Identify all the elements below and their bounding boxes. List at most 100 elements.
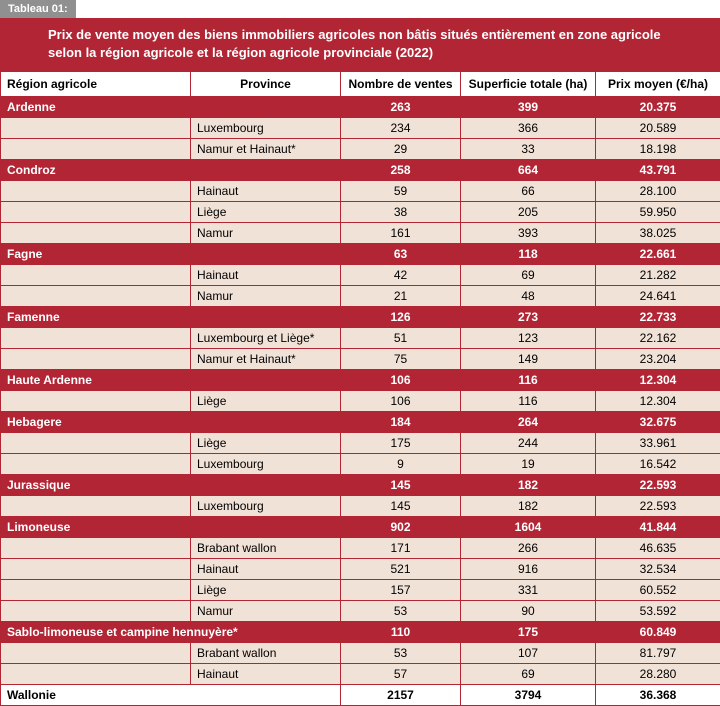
sub-province: Hainaut bbox=[191, 265, 341, 286]
sub-ventes: 53 bbox=[341, 643, 461, 664]
sub-row: Namur et Hainaut*7514923.204 bbox=[1, 349, 720, 370]
col-region: Région agricole bbox=[1, 72, 191, 97]
sub-row: Luxembourg et Liège*5112322.162 bbox=[1, 328, 720, 349]
sub-region-empty bbox=[1, 223, 191, 244]
sub-superficie: 69 bbox=[461, 664, 596, 685]
sub-superficie: 116 bbox=[461, 391, 596, 412]
region-name: Limoneuse bbox=[1, 517, 191, 538]
sub-province: Hainaut bbox=[191, 559, 341, 580]
table-container: Tableau 01: Prix de vente moyen des bien… bbox=[0, 0, 720, 706]
sub-row: Luxembourg14518222.593 bbox=[1, 496, 720, 517]
sub-prix: 22.162 bbox=[596, 328, 720, 349]
total-ventes: 2157 bbox=[341, 685, 461, 706]
header-row: Région agricole Province Nombre de vente… bbox=[1, 72, 720, 97]
sub-prix: 60.552 bbox=[596, 580, 720, 601]
sub-ventes: 521 bbox=[341, 559, 461, 580]
sub-prix: 53.592 bbox=[596, 601, 720, 622]
sub-row: Hainaut52191632.534 bbox=[1, 559, 720, 580]
sub-row: Hainaut596628.100 bbox=[1, 181, 720, 202]
sub-row: Liège3820559.950 bbox=[1, 202, 720, 223]
sub-province: Liège bbox=[191, 433, 341, 454]
sub-superficie: 205 bbox=[461, 202, 596, 223]
sub-province: Luxembourg bbox=[191, 454, 341, 475]
sub-region-empty bbox=[1, 286, 191, 307]
region-ventes: 63 bbox=[341, 244, 461, 265]
sub-region-empty bbox=[1, 202, 191, 223]
sub-superficie: 69 bbox=[461, 265, 596, 286]
sub-row: Brabant wallon17126646.635 bbox=[1, 538, 720, 559]
sub-prix: 28.100 bbox=[596, 181, 720, 202]
sub-superficie: 149 bbox=[461, 349, 596, 370]
sub-ventes: 38 bbox=[341, 202, 461, 223]
col-ventes: Nombre de ventes bbox=[341, 72, 461, 97]
sub-ventes: 59 bbox=[341, 181, 461, 202]
sub-prix: 46.635 bbox=[596, 538, 720, 559]
sub-ventes: 21 bbox=[341, 286, 461, 307]
sub-province: Namur bbox=[191, 286, 341, 307]
sub-prix: 22.593 bbox=[596, 496, 720, 517]
region-name: Ardenne bbox=[1, 97, 191, 118]
sub-prix: 18.198 bbox=[596, 139, 720, 160]
sub-row: Namur214824.641 bbox=[1, 286, 720, 307]
sub-row: Hainaut576928.280 bbox=[1, 664, 720, 685]
region-row: Hebagere18426432.675 bbox=[1, 412, 720, 433]
region-ventes: 258 bbox=[341, 160, 461, 181]
total-name: Wallonie bbox=[1, 685, 341, 706]
region-province-empty bbox=[191, 517, 341, 538]
sub-region-empty bbox=[1, 265, 191, 286]
sub-superficie: 366 bbox=[461, 118, 596, 139]
sub-row: Namur et Hainaut*293318.198 bbox=[1, 139, 720, 160]
sub-region-empty bbox=[1, 559, 191, 580]
region-ventes: 106 bbox=[341, 370, 461, 391]
sub-province: Luxembourg bbox=[191, 496, 341, 517]
sub-ventes: 9 bbox=[341, 454, 461, 475]
sub-superficie: 182 bbox=[461, 496, 596, 517]
region-prix: 22.593 bbox=[596, 475, 720, 496]
region-row: Sablo-limoneuse et campine hennuyère*110… bbox=[1, 622, 720, 643]
sub-superficie: 331 bbox=[461, 580, 596, 601]
sub-superficie: 393 bbox=[461, 223, 596, 244]
sub-prix: 33.961 bbox=[596, 433, 720, 454]
sub-prix: 59.950 bbox=[596, 202, 720, 223]
sub-region-empty bbox=[1, 328, 191, 349]
sub-ventes: 161 bbox=[341, 223, 461, 244]
sub-superficie: 66 bbox=[461, 181, 596, 202]
data-table: Région agricole Province Nombre de vente… bbox=[0, 71, 720, 706]
sub-ventes: 175 bbox=[341, 433, 461, 454]
col-prix: Prix moyen (€/ha) bbox=[596, 72, 720, 97]
region-superficie: 175 bbox=[461, 622, 596, 643]
region-name: Condroz bbox=[1, 160, 191, 181]
region-province-empty bbox=[191, 97, 341, 118]
table-label-wrap: Tableau 01: bbox=[0, 0, 720, 18]
title-line-2: selon la région agricole et la région ag… bbox=[48, 44, 706, 62]
region-prix: 22.733 bbox=[596, 307, 720, 328]
table-label: Tableau 01: bbox=[0, 0, 76, 18]
sub-superficie: 90 bbox=[461, 601, 596, 622]
sub-superficie: 266 bbox=[461, 538, 596, 559]
region-ventes: 145 bbox=[341, 475, 461, 496]
region-superficie: 116 bbox=[461, 370, 596, 391]
sub-superficie: 48 bbox=[461, 286, 596, 307]
sub-row: Liège15733160.552 bbox=[1, 580, 720, 601]
sub-row: Hainaut426921.282 bbox=[1, 265, 720, 286]
sub-region-empty bbox=[1, 181, 191, 202]
sub-region-empty bbox=[1, 433, 191, 454]
sub-prix: 20.589 bbox=[596, 118, 720, 139]
region-province-empty bbox=[191, 412, 341, 433]
region-ventes: 263 bbox=[341, 97, 461, 118]
sub-province: Liège bbox=[191, 580, 341, 601]
sub-region-empty bbox=[1, 391, 191, 412]
region-superficie: 273 bbox=[461, 307, 596, 328]
sub-ventes: 29 bbox=[341, 139, 461, 160]
region-name: Jurassique bbox=[1, 475, 191, 496]
region-province-empty bbox=[191, 475, 341, 496]
region-name: Hebagere bbox=[1, 412, 191, 433]
sub-superficie: 107 bbox=[461, 643, 596, 664]
sub-superficie: 123 bbox=[461, 328, 596, 349]
sub-region-empty bbox=[1, 118, 191, 139]
region-row: Jurassique14518222.593 bbox=[1, 475, 720, 496]
sub-province: Luxembourg bbox=[191, 118, 341, 139]
sub-row: Luxembourg91916.542 bbox=[1, 454, 720, 475]
sub-ventes: 53 bbox=[341, 601, 461, 622]
region-ventes: 184 bbox=[341, 412, 461, 433]
